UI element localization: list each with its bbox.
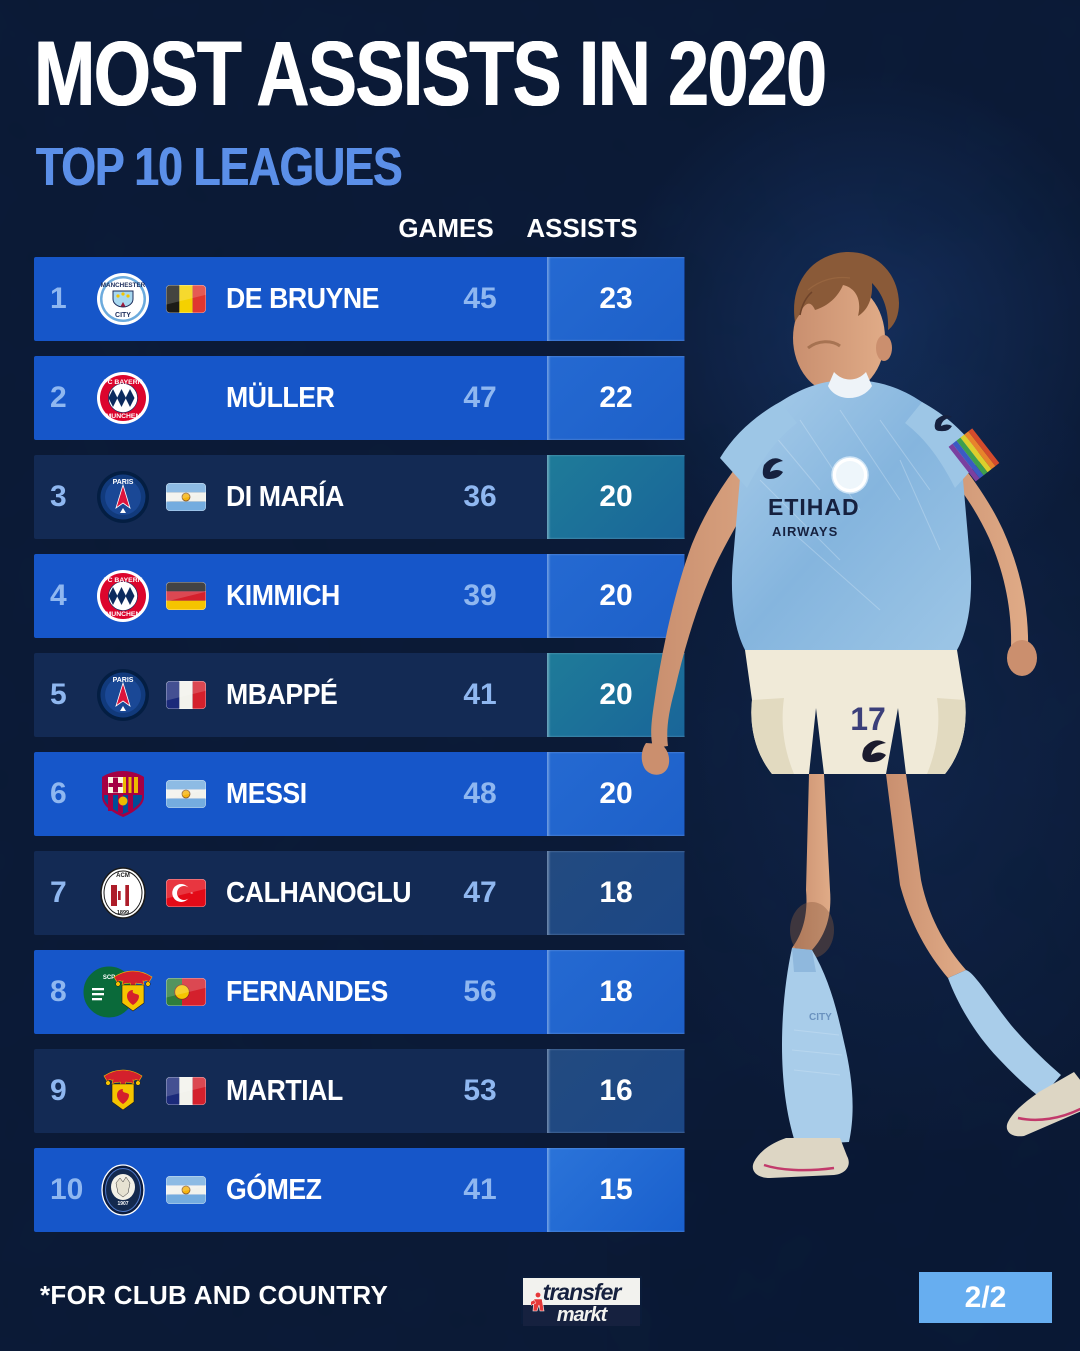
svg-text:FC BAYERN: FC BAYERN [103,379,142,386]
svg-text:AIRWAYS: AIRWAYS [772,524,838,539]
svg-text:1907: 1907 [117,1201,128,1207]
svg-text:ETIHAD: ETIHAD [768,494,860,520]
svg-text:CITY: CITY [809,1012,832,1023]
svg-text:ACM: ACM [116,873,130,879]
svg-text:17: 17 [850,701,886,737]
svg-text:PARIS: PARIS [113,479,134,486]
svg-text:FC BAYERN: FC BAYERN [103,577,142,584]
svg-text:MUNCHEN: MUNCHEN [106,611,141,618]
svg-text:1899: 1899 [117,910,129,916]
svg-text:PARIS: PARIS [113,677,134,684]
svg-text:CITY: CITY [115,312,131,319]
svg-text:MUNCHEN: MUNCHEN [106,413,141,420]
svg-text:MANCHESTER: MANCHESTER [101,282,146,289]
